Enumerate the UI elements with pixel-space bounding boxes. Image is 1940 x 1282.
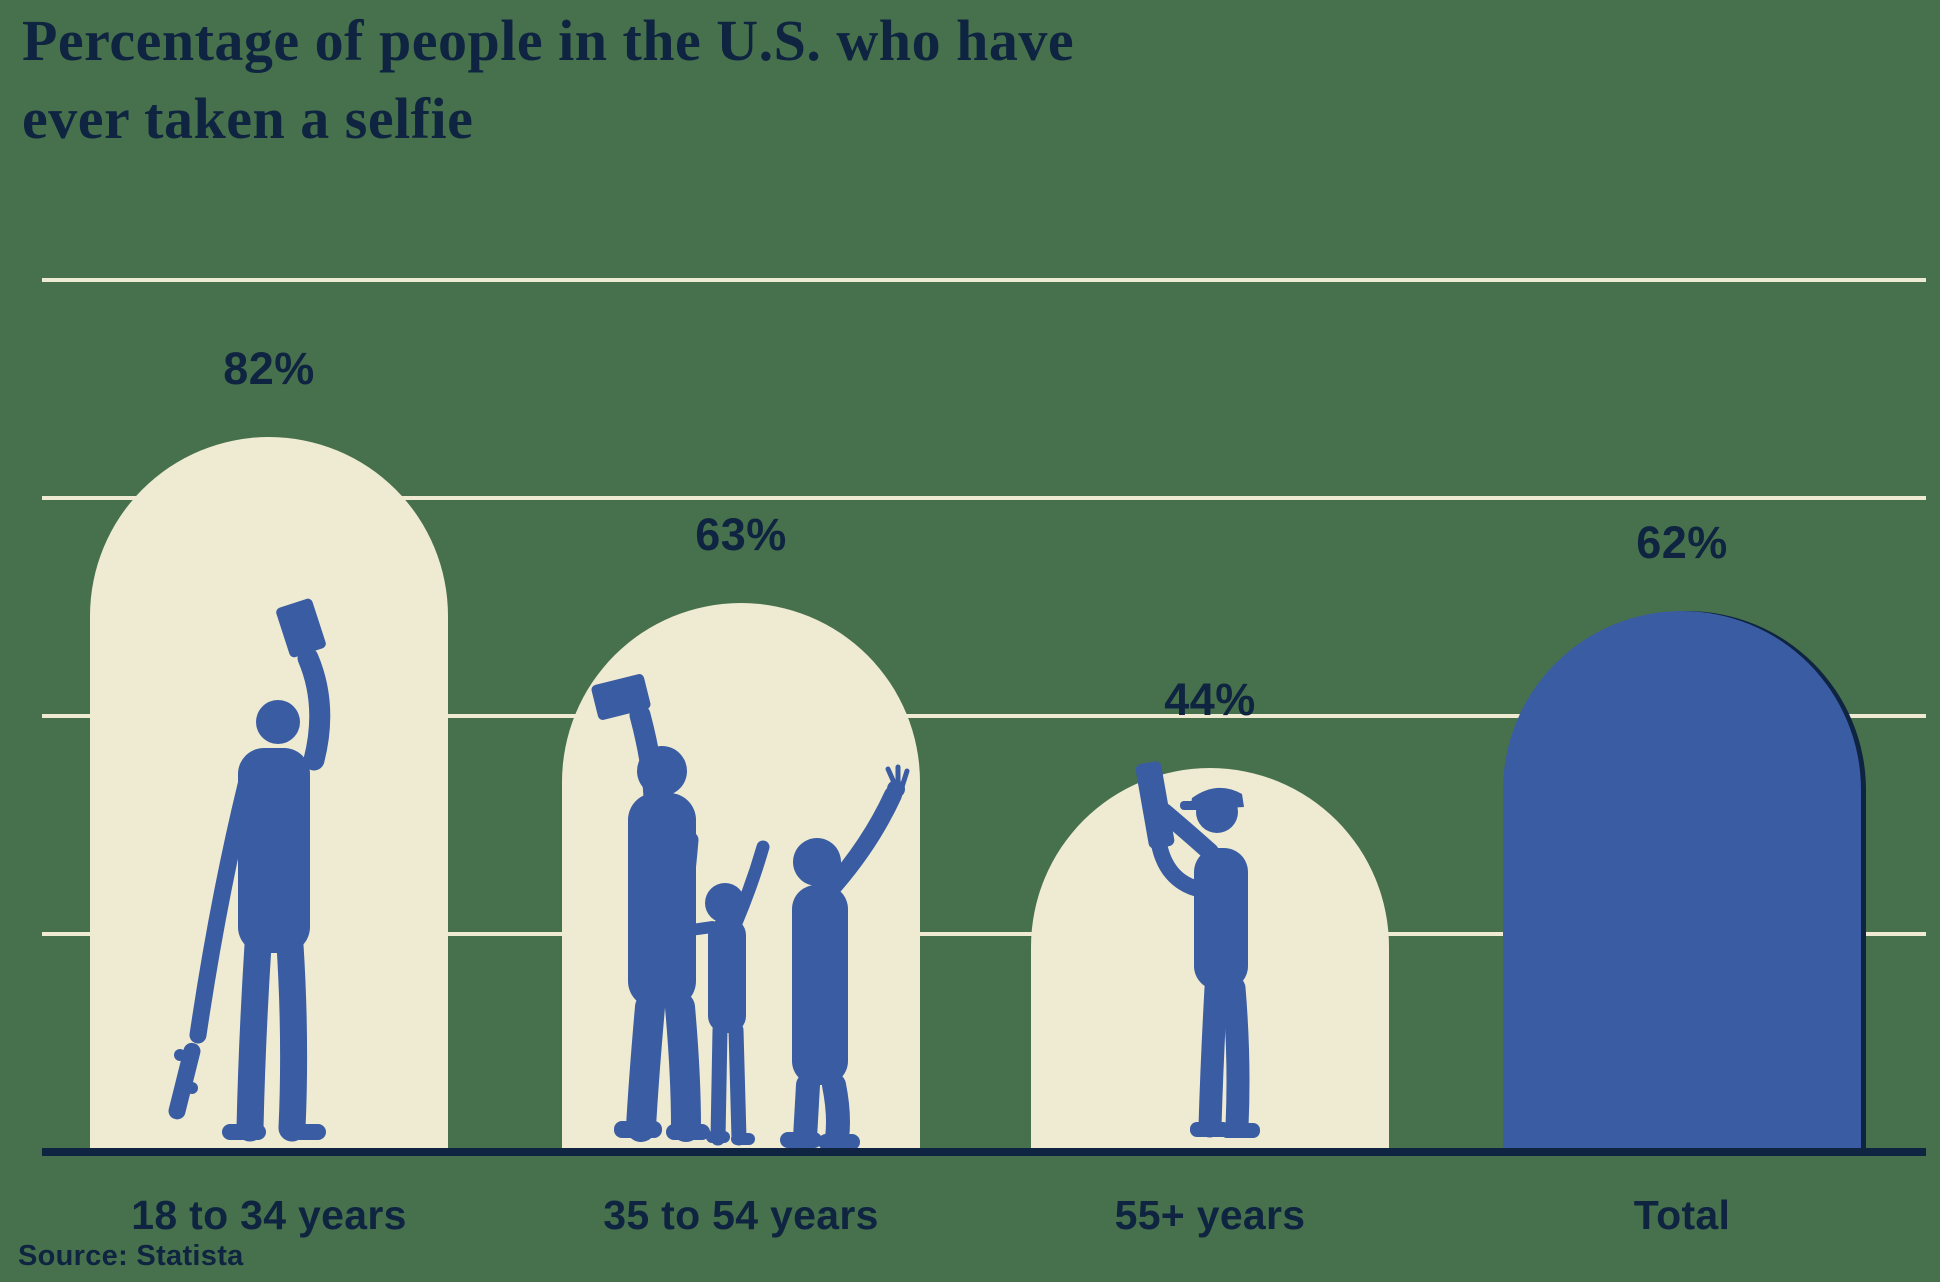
gridline-50 — [42, 714, 1926, 718]
category-label-18-34: 18 to 34 years — [131, 1192, 407, 1238]
gridline-75 — [42, 496, 1926, 500]
x-axis-line — [42, 1148, 1926, 1156]
chart-title: Percentage of people in the U.S. who hav… — [22, 2, 1074, 157]
source-note: Source: Statista — [18, 1240, 244, 1272]
value-label-35-54: 63% — [695, 508, 787, 560]
chart-title-line-2: ever taken a selfie — [22, 85, 474, 151]
gridline-25 — [42, 932, 1926, 936]
gridline-100 — [42, 278, 1926, 282]
value-label-18-34: 82% — [223, 342, 315, 394]
value-label-total: 62% — [1636, 517, 1728, 569]
older-man-taking-selfie-icon — [1135, 761, 1260, 1138]
plot-area: 82% 18 to 34 years — [42, 278, 1926, 1238]
bar-group-18-34: 82% 18 to 34 years — [90, 280, 448, 1238]
bar-group-35-54: 63% — [562, 280, 920, 1238]
chart-title-line-1: Percentage of people in the U.S. who hav… — [22, 8, 1075, 73]
family-taking-selfie-icon — [591, 674, 910, 1150]
category-label-55-plus: 55+ years — [1114, 1192, 1306, 1238]
person-with-skateboard-taking-selfie-icon — [168, 598, 331, 1142]
category-label-35-54: 35 to 54 years — [603, 1192, 879, 1238]
value-label-55-plus: 44% — [1164, 674, 1256, 726]
bar-total — [1503, 611, 1861, 1152]
bar-group-55-plus: 44% 55+ years — [1031, 280, 1389, 1238]
category-label-total: Total — [1633, 1192, 1731, 1238]
bar-group-total: 62% Total — [1503, 280, 1861, 1238]
